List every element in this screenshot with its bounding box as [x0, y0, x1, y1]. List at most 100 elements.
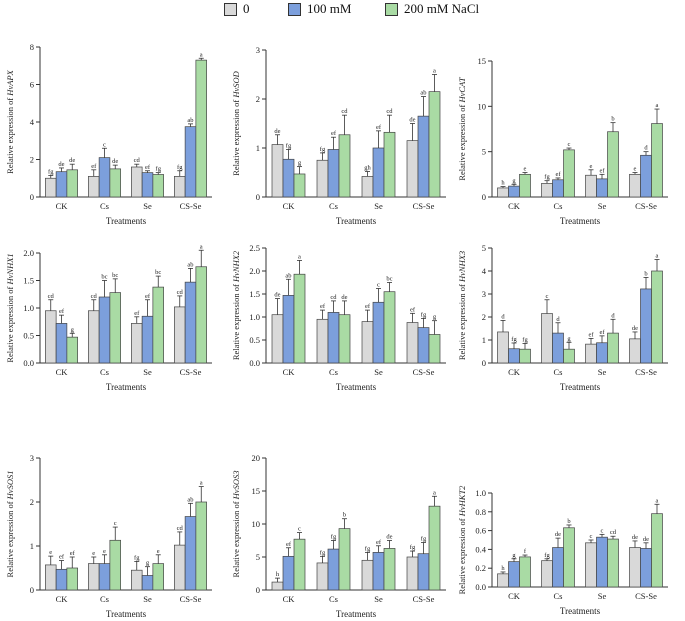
significance-letter: d — [556, 316, 560, 323]
y-tick-label: 2 — [482, 312, 486, 322]
legend-item-200mm: 200 mM NaCl — [385, 1, 479, 17]
x-axis-label: Treatments — [336, 382, 377, 392]
bar — [361, 321, 374, 364]
bar — [66, 169, 78, 198]
legend: 0 100 mM 200 mM NaCl — [0, 0, 685, 18]
x-axis-label: Treatments — [106, 609, 147, 619]
legend-swatch-100mm — [288, 2, 301, 16]
bar — [271, 581, 284, 591]
bar — [45, 310, 57, 364]
x-axis-label: Treatments — [106, 216, 147, 226]
significance-letter: e — [590, 163, 593, 170]
y-axis-label: Relative expression of HvNHX2 — [231, 250, 241, 360]
x-tick-label: CK — [283, 367, 296, 377]
bar — [141, 172, 154, 198]
bar — [552, 332, 564, 364]
significance-letter: fg — [511, 336, 517, 343]
bar — [109, 292, 121, 364]
bar — [629, 173, 641, 198]
y-tick-label: 3 — [30, 453, 34, 463]
bar — [98, 157, 111, 198]
x-tick-label: Cs — [100, 594, 109, 604]
y-tick-label: 2.0 — [23, 248, 34, 258]
significance-letter: ab — [420, 90, 426, 97]
x-tick-label: CS-Se — [180, 367, 202, 377]
y-tick-label: 8 — [30, 42, 34, 52]
bar — [338, 134, 351, 198]
x-axis-label: Treatments — [560, 216, 601, 226]
bar — [596, 536, 608, 588]
significance-letter: e — [49, 549, 52, 556]
significance-letter: fg — [320, 146, 326, 153]
significance-letter: ef — [376, 539, 382, 546]
bar — [406, 140, 419, 198]
y-tick-label: 1.5 — [249, 289, 260, 299]
y-tick-label: 0.0 — [249, 358, 260, 368]
y-axis-label-gene: HvSOS3 — [231, 471, 241, 501]
significance-letter: cd — [91, 293, 98, 300]
x-tick-label: CK — [283, 594, 296, 604]
bar — [66, 336, 78, 364]
bar — [508, 348, 520, 364]
bar — [541, 560, 553, 588]
significance-letter: bc — [155, 269, 161, 276]
y-tick-label: 1.0 — [249, 312, 260, 322]
significance-letter: a — [200, 480, 203, 487]
x-tick-label: Cs — [554, 367, 563, 377]
y-tick-label: 0 — [30, 192, 34, 202]
x-tick-label: Cs — [100, 201, 109, 211]
y-tick-label: 0.0 — [23, 358, 34, 368]
bar — [98, 563, 111, 591]
y-tick-label: 6 — [30, 80, 34, 90]
bar — [282, 158, 295, 198]
y-tick-label: 2.5 — [249, 243, 260, 253]
y-tick-label: 0 — [256, 192, 260, 202]
y-tick-label: 0 — [30, 585, 34, 595]
significance-letter: bc — [112, 272, 118, 279]
y-axis-label-prefix: Relative expression of — [457, 103, 467, 181]
bar — [195, 59, 207, 198]
significance-letter: g — [512, 552, 516, 559]
y-tick-label: 2 — [30, 497, 34, 507]
y-axis-label-prefix: Relative expression of — [457, 282, 467, 360]
significance-letter: cd — [177, 525, 184, 532]
significance-letter: cd — [610, 529, 617, 536]
significance-letter: cd — [341, 108, 348, 115]
x-tick-label: Cs — [554, 201, 563, 211]
bar — [293, 173, 306, 198]
significance-letter: ab — [187, 496, 193, 503]
bar — [497, 331, 509, 364]
bar — [131, 166, 143, 198]
x-axis-label: Treatments — [560, 382, 601, 392]
bar — [519, 348, 531, 364]
y-axis-label-gene: HvNHX3 — [457, 251, 467, 283]
bar — [45, 177, 57, 198]
significance-letter: cd — [386, 108, 393, 115]
bar — [184, 281, 197, 364]
significance-letter: de — [69, 157, 75, 164]
significance-letter: bc — [101, 274, 107, 281]
significance-letter: d — [611, 312, 615, 319]
significance-letter: ab — [285, 272, 291, 279]
y-tick-label: 3 — [482, 289, 486, 299]
bar — [316, 318, 329, 364]
significance-letter: a — [433, 489, 436, 496]
significance-letter: b — [567, 518, 570, 525]
x-tick-label: CK — [508, 201, 521, 211]
y-tick-label: 3 — [256, 45, 260, 55]
significance-letter: ef — [365, 303, 371, 310]
significance-letter: de — [274, 292, 280, 299]
bar — [141, 315, 154, 364]
y-axis-label: Relative expression of HvCAT — [457, 76, 467, 181]
y-tick-label: 5 — [256, 552, 260, 562]
bar — [45, 564, 57, 591]
significance-letter: a — [656, 253, 659, 260]
significance-letter: fg — [320, 549, 326, 556]
y-tick-label: 1 — [256, 143, 260, 153]
significance-letter: de — [643, 536, 649, 543]
y-axis-label: Relative expression of HvNHX1 — [5, 253, 15, 362]
y-tick-label: 0 — [482, 358, 486, 368]
y-tick-label: 0.6 — [475, 526, 486, 536]
x-tick-label: CS-Se — [413, 201, 435, 211]
legend-label-0: 0 — [243, 1, 250, 16]
